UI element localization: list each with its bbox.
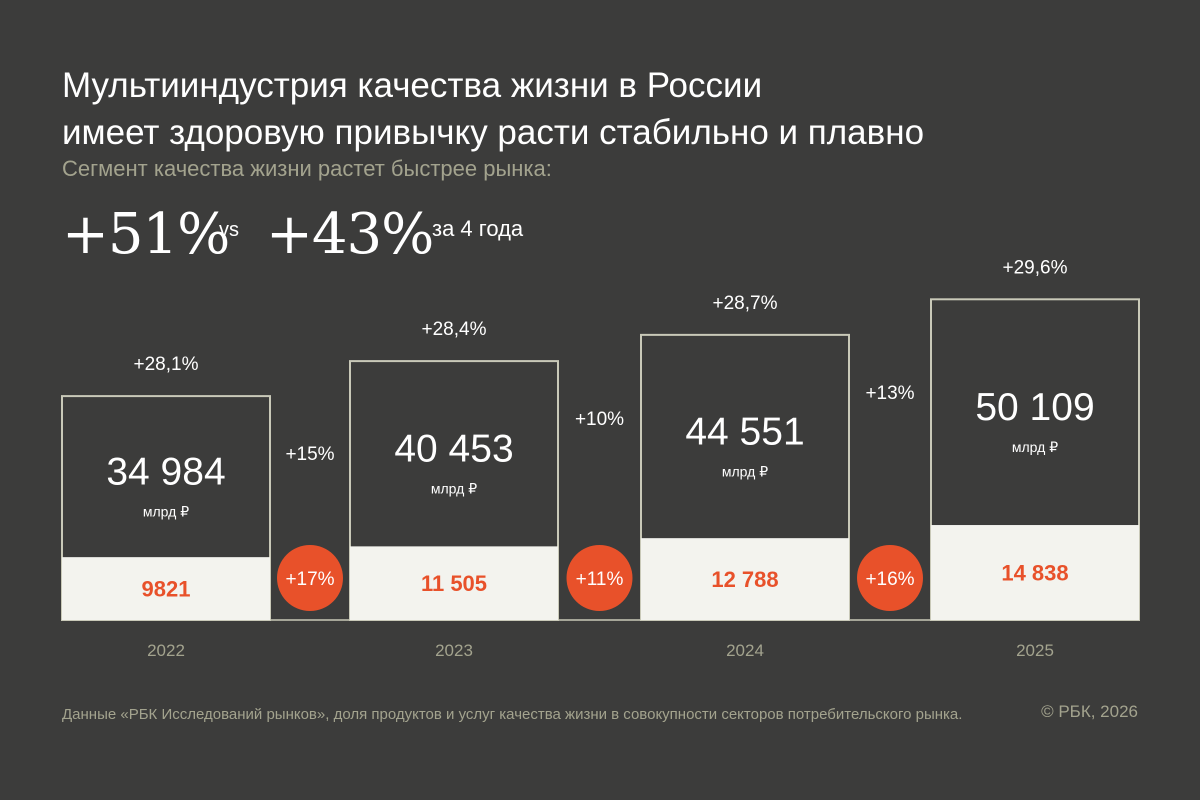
segment-growth-badge	[857, 545, 923, 611]
market-growth-total: +43%	[266, 202, 434, 267]
market-growth-label: +13%	[865, 383, 914, 404]
segment-growth-badge	[566, 545, 633, 611]
share-label: +28,1%	[134, 354, 199, 375]
market-value-label: 34 984	[106, 451, 225, 494]
segment-bar	[62, 557, 270, 620]
year-label: 2023	[435, 641, 473, 660]
segment-value-label: 9821	[142, 577, 191, 602]
year-label: 2024	[726, 641, 764, 660]
segment-bar	[641, 538, 849, 620]
period-label: за 4 года	[432, 216, 524, 241]
segment-growth-badge	[277, 545, 343, 611]
segment-growth-label: +16%	[865, 569, 914, 590]
source-footnote: Данные «РБК Исследований рынков», доля п…	[62, 706, 963, 723]
segment-growth-label: +11%	[576, 569, 624, 590]
share-label: +29,6%	[1003, 257, 1068, 278]
segment-value-label: 14 838	[1001, 561, 1068, 586]
year-label: 2022	[147, 641, 185, 660]
unit-label: млрд ₽	[143, 504, 189, 520]
share-label: +28,4%	[422, 319, 487, 340]
market-value-label: 50 109	[975, 386, 1094, 429]
market-value-label: 40 453	[394, 428, 513, 471]
market-value-label: 44 551	[685, 411, 804, 454]
vs-label: vs	[219, 219, 239, 241]
segment-bar	[350, 546, 558, 620]
segment-value-label: 11 505	[421, 571, 487, 596]
copyright: © РБК, 2026	[1041, 702, 1138, 721]
market-growth-label: +15%	[285, 444, 334, 465]
chart-title-line-2: имеет здоровую привычку расти стабильно …	[62, 113, 925, 152]
segment-growth-total: +51%	[62, 202, 230, 267]
chart-subtitle: Сегмент качества жизни растет быстрее ры…	[62, 156, 552, 181]
segment-growth-label: +17%	[285, 569, 334, 590]
chart-title: Мультииндустрия качества жизни в России …	[62, 62, 1062, 156]
share-label: +28,7%	[713, 293, 778, 314]
market-growth-label: +10%	[575, 409, 624, 430]
segment-value-label: 12 788	[711, 567, 778, 592]
unit-label: млрд ₽	[431, 481, 477, 497]
year-label: 2025	[1016, 641, 1054, 660]
chart-title-line-1: Мультииндустрия качества жизни в России	[62, 66, 763, 105]
unit-label: млрд ₽	[722, 464, 768, 480]
segment-bar	[931, 525, 1139, 620]
unit-label: млрд ₽	[1012, 439, 1058, 455]
